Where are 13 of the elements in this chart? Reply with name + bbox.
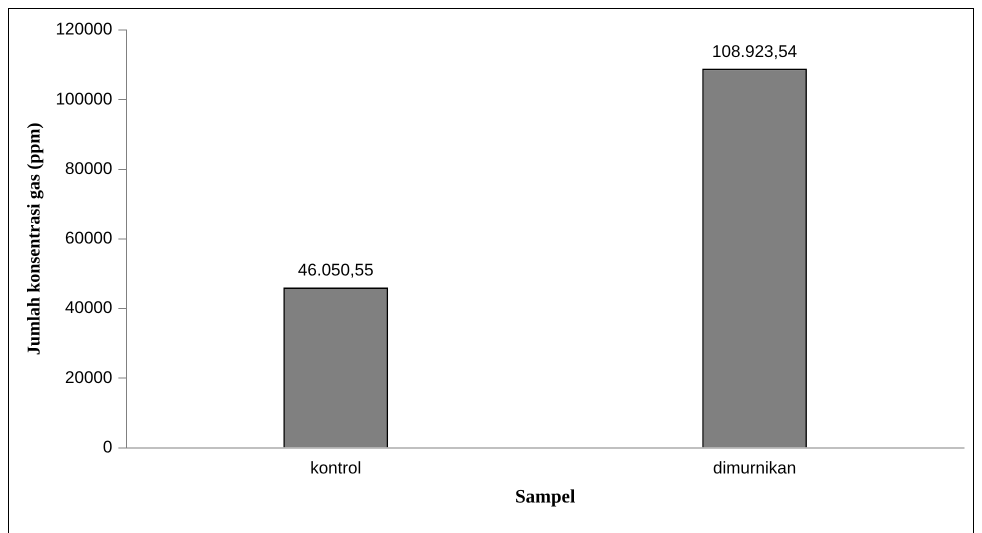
- y-tick-label: 120000: [56, 20, 112, 39]
- y-axis-title: Jumlah konsentrasi gas (ppm): [23, 122, 44, 356]
- x-axis-title: Sampel: [515, 486, 576, 508]
- x-tick-label: dimurnikan: [713, 458, 796, 478]
- y-tick-label: 80000: [65, 158, 112, 178]
- y-tick-label: 20000: [65, 368, 112, 387]
- data-label: 108.923,54: [712, 42, 798, 61]
- y-tick-label: 0: [102, 437, 112, 456]
- y-tick-label: 100000: [56, 89, 112, 108]
- y-tick-label: 40000: [65, 298, 112, 318]
- data-label: 46.050,55: [298, 260, 374, 280]
- x-tick-label: kontrol: [310, 458, 362, 478]
- y-tick-label: 60000: [65, 228, 112, 248]
